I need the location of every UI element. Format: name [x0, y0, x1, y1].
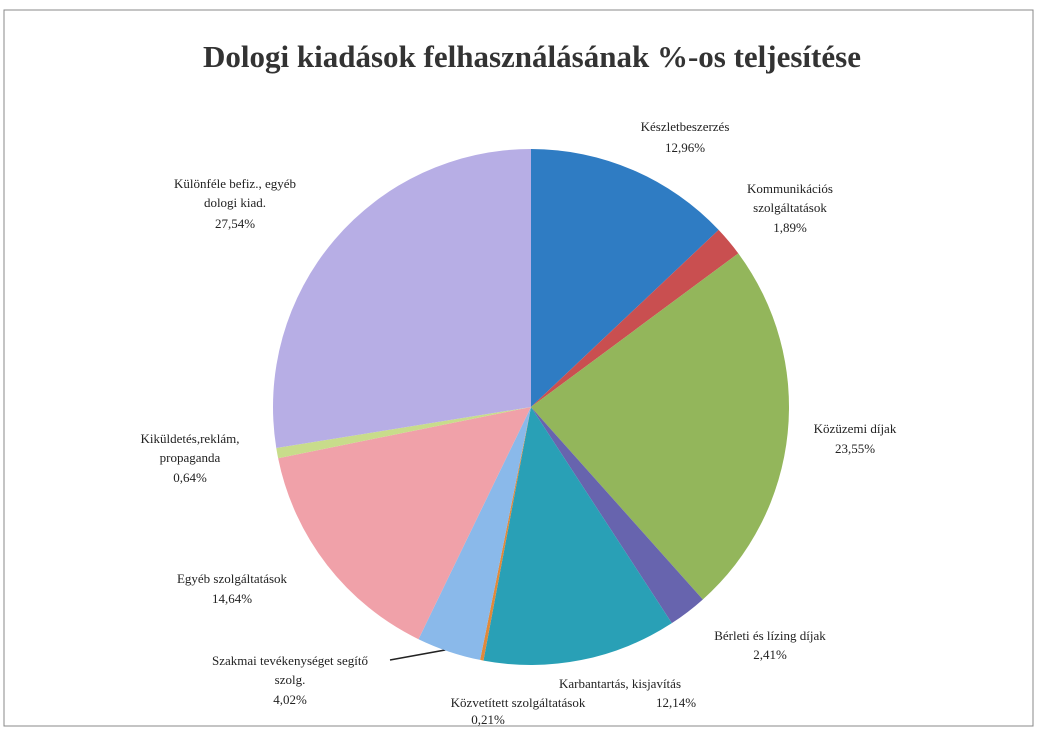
frame [3, 9, 1034, 727]
slice-label: dologi kiad. [204, 195, 266, 210]
value-label: 0,21% [471, 712, 505, 727]
pie-slice [483, 407, 672, 665]
slice-label: Bérleti és lízing díjak [714, 628, 826, 643]
slice-label: szolgáltatások [753, 200, 827, 215]
slice-label: Kommunikációs [747, 181, 833, 196]
value-label: 27,54% [215, 216, 255, 231]
value-label: 14,64% [212, 591, 252, 606]
slice-label: szolg. [275, 672, 306, 687]
chart-title: Dologi kiadások felhasználásának %-os te… [203, 39, 861, 74]
pie-slice [276, 407, 531, 459]
pie-slice [418, 407, 531, 660]
value-label: 12,96% [665, 140, 705, 155]
slice-label: Közvetített szolgáltatások [451, 695, 586, 710]
slice-label: Különféle befiz., egyéb [174, 176, 296, 191]
pie-slice [531, 253, 790, 600]
value-label: 23,55% [835, 441, 875, 456]
slice-label: Szakmai tevékenységet segítő [212, 653, 368, 668]
slice-label: propaganda [160, 450, 221, 465]
slice-label: Egyéb szolgáltatások [177, 571, 288, 586]
value-label: 2,41% [753, 647, 787, 662]
slice-label: Készletbeszerzés [641, 119, 730, 134]
slice-label: Kiküldetés,reklám, [141, 431, 240, 446]
pie-slice [278, 407, 531, 640]
pie-slice [531, 229, 739, 407]
value-label: 4,02% [273, 692, 307, 707]
pie-slice [273, 149, 531, 449]
slice-label: Karbantartás, kisjavítás [559, 676, 681, 691]
pie-slice [531, 407, 703, 624]
value-label: 1,89% [773, 220, 807, 235]
slice-label: Közüzemi díjak [814, 421, 897, 436]
value-label: 12,14% [656, 695, 696, 710]
pie-slice [480, 407, 531, 661]
value-label: 0,64% [173, 470, 207, 485]
pie-slice [531, 149, 719, 407]
